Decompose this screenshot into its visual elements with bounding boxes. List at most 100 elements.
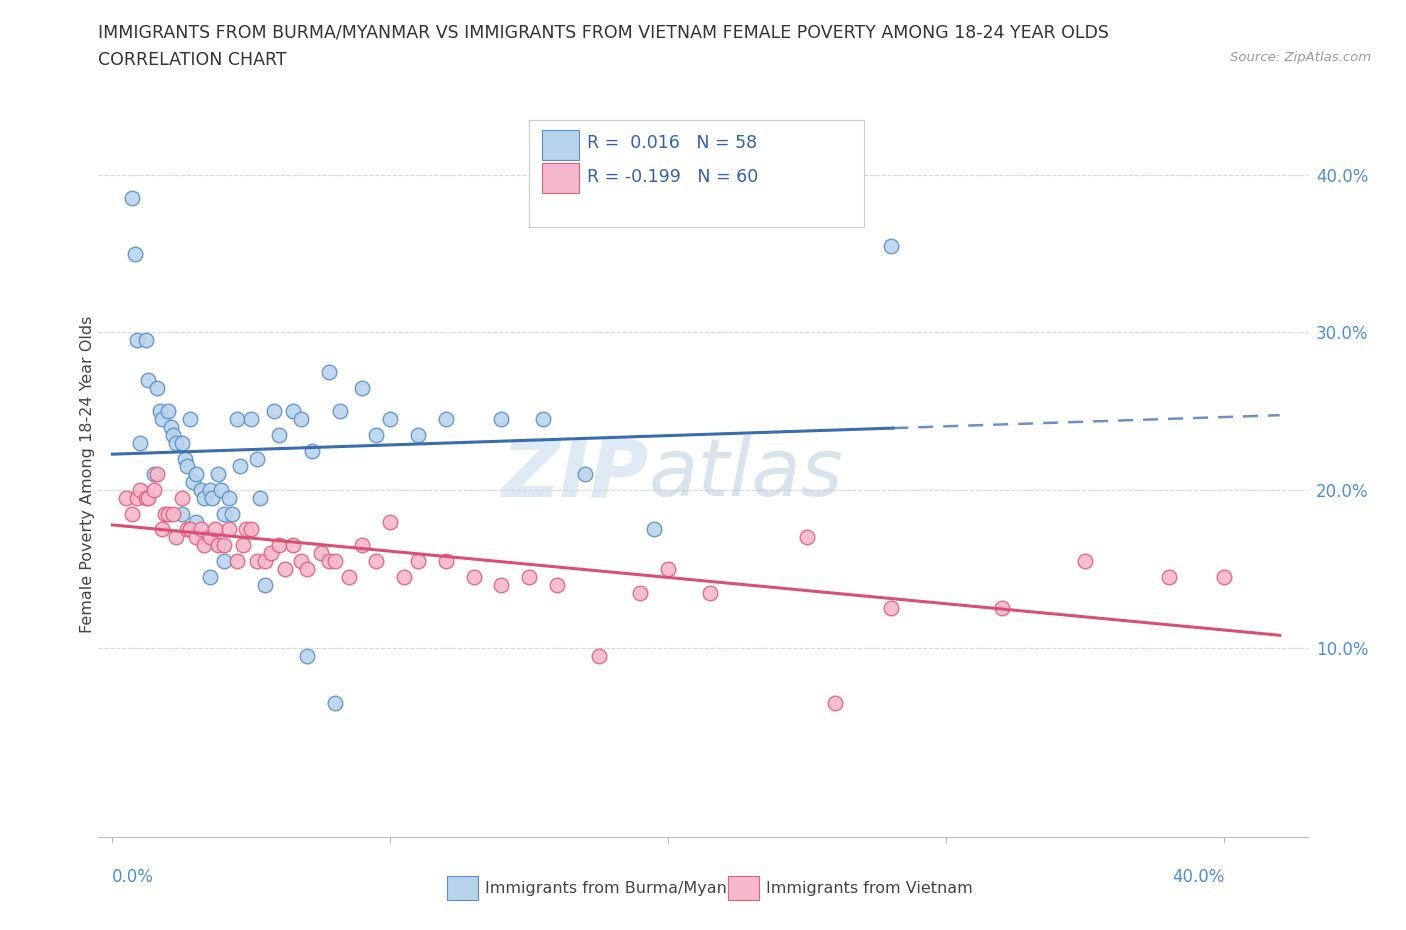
Point xyxy=(588,648,610,663)
Point xyxy=(135,333,157,348)
Point xyxy=(232,538,254,552)
Point xyxy=(309,546,332,561)
Point xyxy=(146,467,169,482)
Point xyxy=(1213,569,1236,584)
Point xyxy=(198,569,221,584)
Text: R =  0.016   N = 58: R = 0.016 N = 58 xyxy=(588,135,758,153)
Point xyxy=(1074,553,1097,568)
Point xyxy=(129,483,152,498)
Point xyxy=(491,578,513,592)
Point xyxy=(643,522,665,537)
Point xyxy=(226,553,249,568)
Point xyxy=(318,365,340,379)
Point xyxy=(198,530,221,545)
Point xyxy=(190,522,212,537)
Point xyxy=(260,546,283,561)
Point xyxy=(699,585,721,600)
Point xyxy=(135,490,157,505)
Point xyxy=(198,483,221,498)
Point xyxy=(162,506,184,521)
Point xyxy=(434,553,457,568)
Point xyxy=(240,522,263,537)
Point xyxy=(630,585,652,600)
Point xyxy=(991,601,1014,616)
Point xyxy=(193,538,215,552)
Point xyxy=(170,435,193,450)
Point xyxy=(273,562,295,577)
Point xyxy=(221,506,243,521)
Point xyxy=(121,506,143,521)
Text: Source: ZipAtlas.com: Source: ZipAtlas.com xyxy=(1230,51,1371,64)
Point xyxy=(138,490,160,505)
Point xyxy=(212,538,235,552)
Point xyxy=(269,538,291,552)
Point xyxy=(170,490,193,505)
Point xyxy=(366,428,388,443)
Point xyxy=(179,412,201,427)
Point xyxy=(380,514,402,529)
Point xyxy=(463,569,485,584)
Point xyxy=(1157,569,1180,584)
Point xyxy=(165,530,187,545)
Point xyxy=(127,490,149,505)
Point xyxy=(184,467,207,482)
Text: R = -0.199   N = 60: R = -0.199 N = 60 xyxy=(588,168,758,186)
Point xyxy=(531,412,554,427)
Text: CORRELATION CHART: CORRELATION CHART xyxy=(98,51,287,69)
Point xyxy=(148,404,170,418)
Point xyxy=(546,578,568,592)
Point xyxy=(162,428,184,443)
Point xyxy=(240,412,263,427)
Point xyxy=(209,483,232,498)
Point xyxy=(254,578,277,592)
Point xyxy=(281,538,304,552)
Point xyxy=(281,404,304,418)
Point xyxy=(150,522,173,537)
Point xyxy=(212,553,235,568)
Text: Immigrants from Vietnam: Immigrants from Vietnam xyxy=(766,881,973,896)
Point xyxy=(184,530,207,545)
Point xyxy=(218,490,240,505)
Point xyxy=(879,601,901,616)
Y-axis label: Female Poverty Among 18-24 Year Olds: Female Poverty Among 18-24 Year Olds xyxy=(80,315,94,633)
Point xyxy=(127,333,149,348)
Point xyxy=(138,372,160,387)
Text: IMMIGRANTS FROM BURMA/MYANMAR VS IMMIGRANTS FROM VIETNAM FEMALE POVERTY AMONG 18: IMMIGRANTS FROM BURMA/MYANMAR VS IMMIGRA… xyxy=(98,23,1109,41)
Point xyxy=(170,506,193,521)
Point xyxy=(246,451,269,466)
Point xyxy=(146,380,169,395)
Point xyxy=(124,246,146,261)
Point xyxy=(179,522,201,537)
Point xyxy=(176,522,198,537)
Point xyxy=(657,562,679,577)
Point xyxy=(218,522,240,537)
Point xyxy=(406,553,429,568)
Point xyxy=(295,562,318,577)
Point xyxy=(491,412,513,427)
Point xyxy=(574,467,596,482)
Point xyxy=(207,538,229,552)
Point xyxy=(207,467,229,482)
Point xyxy=(129,435,152,450)
Point xyxy=(159,419,181,434)
Point xyxy=(295,648,318,663)
Point xyxy=(153,506,176,521)
Point xyxy=(796,530,818,545)
Point xyxy=(392,569,415,584)
Point xyxy=(156,506,179,521)
Point xyxy=(176,459,198,474)
Point xyxy=(246,553,269,568)
Point xyxy=(269,428,291,443)
Point xyxy=(121,191,143,206)
Point xyxy=(143,483,166,498)
Point xyxy=(204,522,226,537)
Point xyxy=(290,553,312,568)
Text: Immigrants from Burma/Myanmar: Immigrants from Burma/Myanmar xyxy=(485,881,759,896)
Point xyxy=(323,696,346,711)
Point xyxy=(263,404,285,418)
Point xyxy=(229,459,252,474)
Point xyxy=(235,522,257,537)
Point xyxy=(226,412,249,427)
Point xyxy=(115,490,138,505)
Point xyxy=(193,490,215,505)
